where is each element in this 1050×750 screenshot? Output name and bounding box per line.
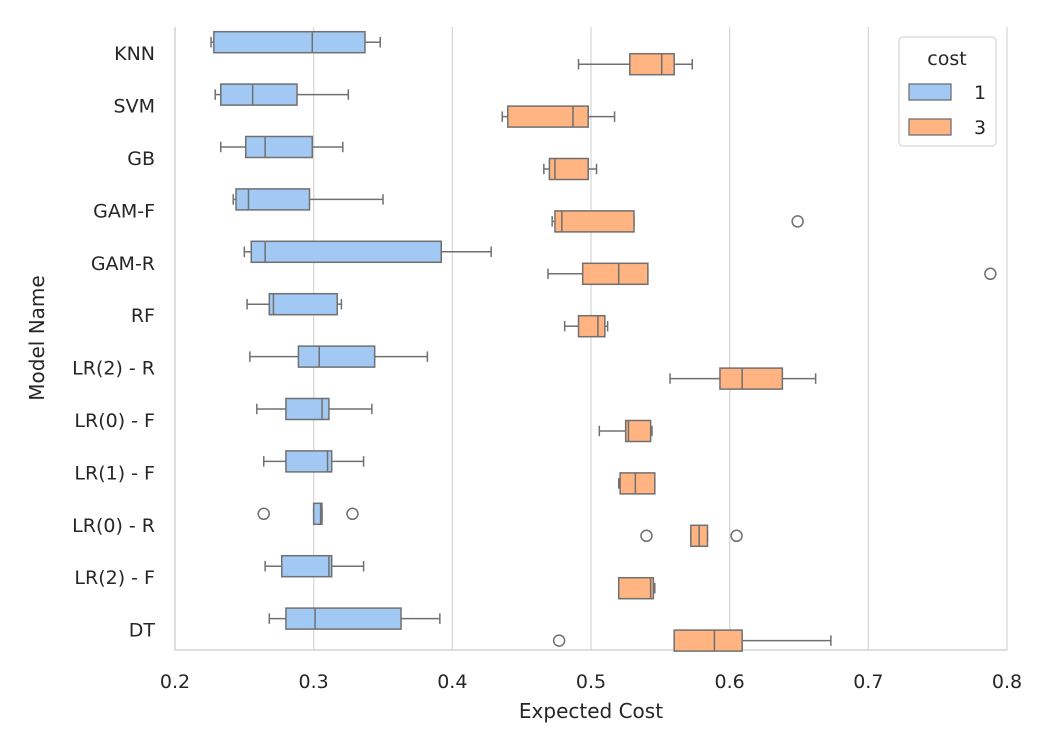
legend-swatch — [908, 118, 952, 136]
box-1-GAM-R — [243, 240, 492, 264]
box-1-GB — [220, 135, 344, 159]
box-body — [297, 345, 376, 368]
box-3-LR(2) - R — [669, 367, 817, 390]
box-body — [285, 450, 333, 473]
y-tick-label: LR(1) - F — [74, 462, 155, 484]
outlier-point — [640, 529, 653, 543]
boxes — [210, 30, 997, 652]
box-1-RF — [246, 292, 343, 316]
y-tick-label: GAM-F — [93, 200, 155, 222]
x-tick-label: 0.5 — [576, 671, 606, 693]
box-3-LR(0) - F — [598, 419, 653, 443]
x-axis-label: Expected Cost — [519, 699, 663, 723]
box-3-GAM-R — [547, 262, 997, 286]
y-tick-label: LR(2) - F — [74, 567, 155, 589]
box-3-KNN — [577, 52, 693, 76]
box-body — [281, 554, 333, 578]
axes — [174, 27, 1007, 651]
box-1-LR(1) - F — [262, 450, 365, 473]
outlier-point — [346, 507, 359, 521]
x-tick-label: 0.2 — [160, 671, 190, 693]
box-body — [235, 188, 311, 211]
legend: cost 1 3 — [898, 36, 997, 147]
box-body — [244, 135, 314, 159]
box-body — [250, 240, 442, 264]
y-tick-label: KNN — [114, 43, 155, 65]
box-1-LR(0) - F — [256, 397, 373, 421]
box-body — [285, 397, 330, 421]
box-3-LR(0) - R — [640, 524, 743, 548]
y-tick-label: GB — [127, 148, 155, 170]
box-1-LR(0) - R — [257, 502, 359, 526]
box-1-SVM — [214, 83, 350, 106]
box-body — [285, 607, 402, 630]
box-body — [581, 262, 649, 286]
legend-label: 1 — [974, 82, 986, 104]
legend-title: cost — [927, 48, 966, 70]
box-body — [624, 419, 652, 443]
y-tick-label: LR(2) - R — [72, 358, 155, 380]
box-1-GAM-F — [232, 188, 384, 211]
y-tick-label: GAM-R — [91, 253, 155, 275]
box-body — [548, 157, 589, 181]
outlier-point — [257, 507, 270, 521]
box-3-SVM — [501, 105, 616, 128]
x-tick-label: 0.3 — [299, 671, 329, 693]
box-body — [312, 502, 323, 526]
box-body — [719, 367, 784, 390]
box-1-KNN — [210, 30, 381, 54]
box-3-RF — [563, 314, 609, 338]
y-tick-label: LR(0) - F — [74, 410, 155, 432]
x-tick-label: 0.7 — [853, 671, 883, 693]
x-tick-label: 0.4 — [437, 671, 467, 693]
x-tick-labels: 0.2 0.3 0.4 0.5 0.6 0.7 0.8 — [160, 671, 1022, 693]
y-tick-label: DT — [129, 620, 156, 642]
box-1-DT — [268, 607, 441, 630]
box-1-LR(2) - R — [249, 345, 429, 368]
x-tick-label: 0.6 — [715, 671, 745, 693]
box-1-LR(2) - F — [264, 554, 365, 578]
outlier-point — [730, 529, 743, 543]
box-body — [220, 83, 298, 106]
box-3-LR(1) - F — [617, 472, 656, 495]
y-tick-label: LR(0) - R — [72, 515, 155, 537]
box-3-DT — [552, 629, 832, 652]
box-body — [673, 629, 743, 652]
y-axis-label: Model Name — [25, 275, 49, 400]
grid-lines — [313, 27, 1008, 650]
box-body — [629, 52, 675, 76]
outlier-point — [984, 267, 997, 281]
legend-label: 3 — [974, 117, 986, 139]
box-body — [617, 576, 655, 600]
outlier-point — [552, 634, 566, 647]
box-body — [577, 314, 606, 338]
y-tick-label: SVM — [114, 96, 155, 118]
y-tick-labels: KNN SVM GB GAM-F GAM-R RF LR(2) - R LR(0) - F LR… — [72, 43, 155, 641]
box-body — [554, 210, 635, 233]
legend-swatch — [908, 83, 952, 101]
box-3-LR(2) - F — [617, 576, 656, 600]
box-body — [213, 30, 366, 54]
box-body — [619, 472, 656, 495]
box-3-GB — [543, 157, 598, 181]
box-body — [507, 105, 589, 128]
outlier-point — [791, 215, 804, 228]
x-tick-label: 0.8 — [992, 671, 1022, 693]
box-body — [268, 292, 338, 316]
box-3-GAM-F — [551, 210, 804, 233]
y-tick-label: RF — [131, 305, 155, 327]
